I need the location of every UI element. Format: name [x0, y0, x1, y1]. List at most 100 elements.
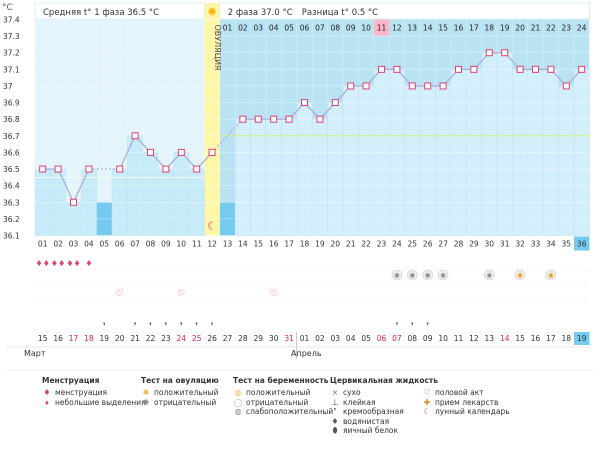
legend-ovulation-title: Тест на овуляцию: [141, 376, 219, 385]
menstruation-icon: ♦♦: [51, 259, 65, 268]
cycle-day-number: 34: [546, 240, 556, 249]
legend-pregnancy-test: Тест на беременность ◍ положительный ◯ отр…: [233, 376, 333, 417]
legend-item-spotting: ♦ небольшие выделения: [42, 398, 145, 408]
calendar-date: 06: [377, 334, 387, 343]
calendar-date: 23: [161, 334, 171, 343]
calendar-date: 01: [300, 334, 310, 343]
legend-ovulation-test: Тест на овуляцию ✺ положительный ✺ отрицат…: [141, 376, 219, 407]
calendar-date: 30: [269, 334, 279, 343]
cycle-day-number: 11: [192, 240, 202, 249]
pregnancy-test-icon: [391, 269, 403, 281]
legend-cervical-title: Цервикальная жидкость: [330, 376, 439, 385]
top-day-number: 17: [469, 24, 479, 33]
unit-label: °C: [2, 3, 13, 13]
temperature-point: [316, 115, 324, 123]
creamy-icon: ❜: [134, 322, 137, 332]
heart-icon: ♡: [116, 289, 124, 299]
sun-icon: ✺: [207, 6, 216, 19]
top-day-number: 14: [423, 24, 433, 33]
cycle-day-number: 07: [130, 240, 140, 249]
calendar-date: 16: [531, 334, 541, 343]
calendar-date: 21: [130, 334, 140, 343]
creamy-icon: ❜: [180, 322, 183, 332]
cycle-day-number: 31: [500, 240, 510, 249]
sun-icon: ✺: [142, 388, 150, 397]
temperature-bar: [496, 52, 513, 236]
cycle-day-number: 05: [100, 240, 110, 249]
calendar-date: 24: [177, 334, 187, 343]
temperature-point: [439, 82, 447, 90]
calendar-date: 25: [192, 334, 202, 343]
test-mark-icon: ✺: [409, 272, 415, 280]
temperature-line: [119, 135, 136, 170]
ovulation-column: [204, 19, 220, 236]
highlighted-day: [373, 19, 390, 36]
legend-item-menstruation: ♦ менструация: [43, 388, 107, 397]
legend-item-watery: ♦ водянистая: [331, 416, 390, 426]
cycle-day-number: 24: [392, 240, 402, 249]
legend-item-preg-weak: ◍ слабоположительный: [234, 407, 334, 417]
calendar-date: 11: [454, 334, 464, 343]
creamy-icon: ❜: [195, 322, 198, 332]
y-tick-label: 36.3: [3, 198, 20, 207]
y-tick-label: 36.6: [3, 148, 20, 157]
today-date-box: [574, 332, 590, 345]
calendar-date: 16: [53, 334, 63, 343]
temperature-bar: [281, 118, 298, 236]
cycle-day-number: 17: [284, 240, 294, 249]
test-weak-icon: ◍: [234, 407, 242, 417]
calendar-date: 20: [115, 334, 125, 343]
top-day-number: 12: [392, 24, 402, 33]
temperature-bar: [558, 85, 575, 236]
y-tick-label: 36.5: [3, 165, 20, 174]
heart-icon: ♡: [177, 289, 185, 299]
temperature-chart: Средняя t° 1 фаза 36.5 °C ✺ 2 фаза 37.0 °C…: [2, 2, 594, 371]
legend-pregnancy-title: Тест на беременность: [233, 376, 329, 385]
calendar-date: 08: [408, 334, 418, 343]
phase1-label: Средняя t° 1 фаза 36.5 °C: [43, 8, 159, 18]
calendar-date: 26: [207, 334, 217, 343]
temperature-point: [424, 82, 432, 90]
temperature-point: [562, 82, 570, 90]
temperature-point: [116, 165, 124, 173]
temperature-bar: [342, 85, 359, 236]
cycle-day-number: 20: [331, 240, 341, 249]
legend-item-creamy: ❜ кремообразная: [330, 407, 438, 417]
creamy-icon: ❜: [149, 322, 152, 332]
cycle-day-number: 30: [485, 240, 495, 249]
cycle-day-number: 26: [423, 240, 433, 249]
cycle-day-number: 10: [177, 240, 187, 249]
cycle-day-number: 03: [69, 240, 79, 249]
creamy-icon: ❜: [333, 407, 337, 417]
drop-icon: ♦: [43, 388, 51, 397]
top-day-number: 04: [269, 24, 279, 33]
temperature-point: [331, 99, 339, 107]
temperature-point: [532, 65, 539, 73]
cycle-day-number: 21: [346, 240, 356, 249]
calendar-date: 12: [469, 334, 479, 343]
cycle-day-number: 23: [377, 240, 387, 249]
ovulation-header: [204, 3, 220, 19]
calendar-date: 09: [423, 334, 433, 343]
temperature-point: [485, 49, 493, 57]
y-tick-label: 37.1: [3, 65, 20, 74]
calendar-date: 14: [500, 334, 510, 343]
test-negative-icon: ◯: [233, 397, 243, 407]
y-tick-label: 36.4: [3, 182, 20, 191]
legend-cervical: Цервикальная жидкость × сухо ⊥ клейкая ❜ кр…: [330, 376, 438, 436]
y-tick-label: 37.4: [3, 16, 20, 25]
top-day-number: 01: [223, 24, 233, 33]
temperature-bar: [435, 85, 452, 236]
temperature-point: [70, 198, 77, 206]
legend-item-intercourse: ♡ половой акт: [423, 388, 484, 397]
top-day-number: 11: [377, 24, 387, 33]
temperature-point: [547, 65, 555, 73]
cycle-day-number: 33: [531, 240, 541, 249]
temperature-point: [147, 148, 154, 156]
temperature-point: [301, 99, 308, 107]
cycle-day-number: 32: [515, 240, 525, 249]
top-day-number: 06: [300, 24, 310, 33]
top-day-number: 21: [531, 24, 541, 33]
test-mark-icon: ✺: [486, 272, 492, 280]
eggwhite-icon: ⬮: [332, 426, 338, 436]
